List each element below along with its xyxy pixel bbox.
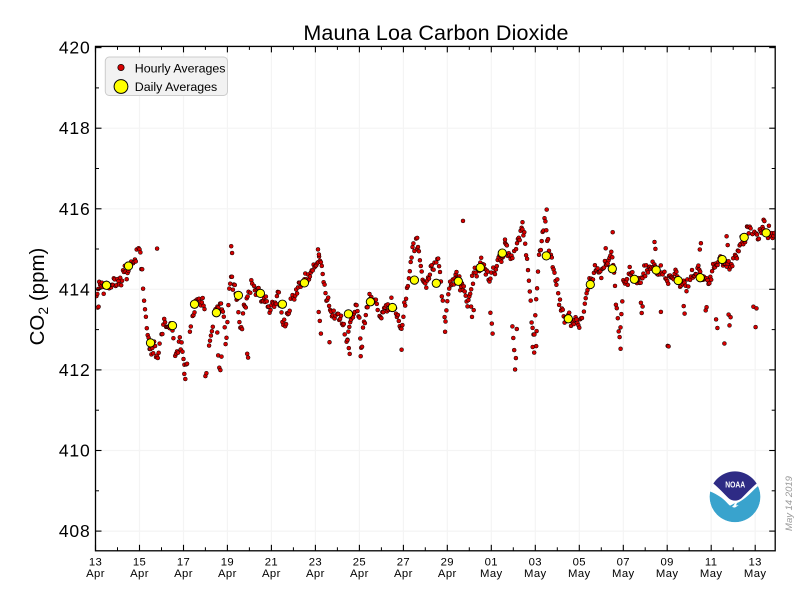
svg-text:May: May (480, 568, 503, 580)
svg-text:03: 03 (529, 557, 542, 569)
svg-text:May: May (612, 568, 635, 580)
svg-text:May: May (744, 568, 767, 580)
svg-text:13: 13 (749, 557, 762, 569)
svg-text:414: 414 (59, 279, 91, 299)
svg-text:May: May (524, 568, 547, 580)
svg-text:Apr: Apr (174, 568, 193, 580)
svg-text:29: 29 (441, 557, 454, 569)
svg-text:Apr: Apr (130, 568, 149, 580)
svg-text:Apr: Apr (86, 568, 105, 580)
svg-text:15: 15 (133, 557, 146, 569)
svg-text:410: 410 (59, 441, 91, 461)
svg-text:01: 01 (485, 557, 498, 569)
svg-text:23: 23 (309, 557, 322, 569)
svg-text:Hourly Averages: Hourly Averages (135, 61, 226, 75)
svg-text:Apr: Apr (218, 568, 237, 580)
svg-text:27: 27 (397, 557, 410, 569)
svg-text:Daily Averages: Daily Averages (135, 80, 217, 94)
svg-text:May: May (656, 568, 679, 580)
svg-text:05: 05 (573, 557, 586, 569)
svg-text:412: 412 (59, 360, 91, 380)
svg-text:21: 21 (265, 557, 278, 569)
svg-text:May: May (568, 568, 591, 580)
svg-text:07: 07 (617, 557, 630, 569)
svg-text:17: 17 (177, 557, 190, 569)
svg-text:416: 416 (59, 199, 91, 219)
svg-text:11: 11 (705, 557, 718, 569)
svg-text:420: 420 (59, 38, 91, 58)
svg-text:NOAA: NOAA (725, 480, 745, 489)
svg-text:25: 25 (353, 557, 366, 569)
svg-text:09: 09 (661, 557, 674, 569)
svg-text:13: 13 (89, 557, 102, 569)
svg-text:May: May (700, 568, 723, 580)
svg-text:Apr: Apr (394, 568, 413, 580)
svg-text:418: 418 (59, 118, 91, 138)
svg-text:Apr: Apr (438, 568, 457, 580)
svg-text:Mauna Loa Carbon Dioxide: Mauna Loa Carbon Dioxide (303, 21, 568, 45)
svg-text:Apr: Apr (262, 568, 281, 580)
svg-text:408: 408 (59, 521, 91, 541)
svg-text:Apr: Apr (350, 568, 369, 580)
svg-text:CO2 (ppm): CO2 (ppm) (26, 248, 51, 346)
svg-text:May 14 2019: May 14 2019 (784, 475, 795, 531)
svg-text:Apr: Apr (306, 568, 325, 580)
svg-text:19: 19 (221, 557, 234, 569)
